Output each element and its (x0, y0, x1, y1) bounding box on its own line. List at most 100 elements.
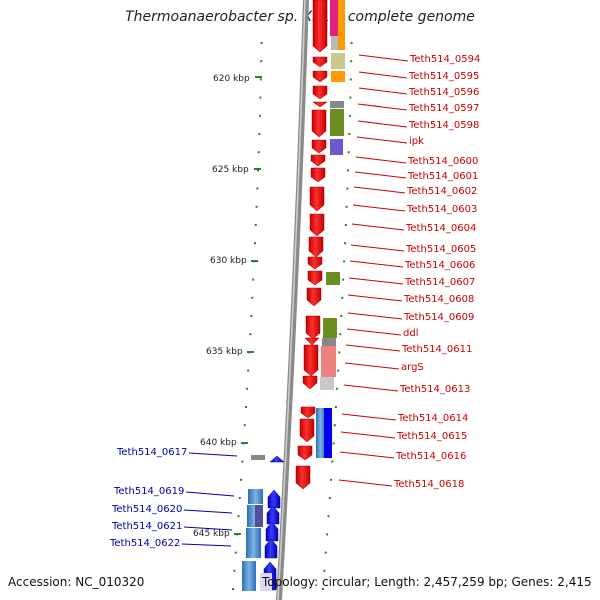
label-leader-line (185, 491, 235, 497)
tick-mark (258, 133, 261, 135)
tick-mark (260, 42, 263, 44)
label-leader-line (338, 479, 393, 487)
reverse-feature-blocks-right (316, 408, 332, 458)
tick-mark (323, 569, 326, 572)
tick-mark (330, 478, 333, 481)
tick-mark (341, 296, 344, 299)
forward-cds (311, 109, 327, 138)
forward-cds (309, 186, 325, 212)
forward-cds (308, 236, 324, 258)
gene-label: Teth514_0602 (406, 186, 477, 197)
tick-mark (254, 224, 257, 226)
tick-mark (247, 369, 250, 372)
tick-mark (344, 224, 347, 226)
tick-mark (256, 187, 259, 190)
label-leader-line (350, 244, 405, 252)
forward-cds (312, 56, 328, 68)
gene-label: Teth514_0604 (405, 223, 476, 234)
tick-mark (241, 460, 244, 463)
label-leader-line (357, 120, 408, 128)
tick-mark (328, 497, 331, 499)
label-leader-line (183, 526, 233, 531)
label-leader-line (355, 156, 407, 164)
gene-label: Teth514_0605 (405, 244, 476, 255)
tick-mark (251, 296, 254, 299)
gene-label: Teth514_0621 (111, 521, 182, 532)
tick-mark (243, 424, 246, 427)
label-leader-line (339, 451, 395, 459)
forward-cds (300, 406, 316, 419)
label-leader-line (351, 223, 405, 231)
tick-mark (233, 569, 236, 572)
right-gene-labels: Teth514_0594 Teth514_0595 Teth514_0596 Teth… (338, 54, 480, 490)
forward-feature-blocks (320, 0, 345, 390)
accession-text: Accession: NC_010320 (8, 575, 145, 589)
tick-mark (250, 315, 253, 317)
tick-mark (259, 96, 262, 99)
label-leader-line (341, 413, 397, 421)
gene-label: Teth514_0617 (116, 447, 187, 458)
forward-strand-genes (295, 0, 328, 490)
forward-cds (312, 101, 328, 108)
gene-label: Teth514_0616 (395, 451, 466, 462)
tick-mark (324, 551, 327, 554)
label-leader-line (354, 171, 407, 179)
tick-mark (340, 315, 343, 317)
forward-cds (310, 167, 326, 183)
gene-label: Teth514_0615 (396, 431, 467, 442)
label-leader-line (347, 294, 403, 302)
forward-cds (297, 445, 313, 461)
tick-mark (254, 242, 256, 245)
forward-cds (312, 70, 328, 83)
tick-mark (334, 406, 337, 408)
label-leader-line (358, 87, 408, 95)
forward-cds (307, 256, 323, 270)
tick-mark (327, 515, 330, 518)
forward-cds (299, 418, 315, 443)
tick-mark (342, 278, 345, 281)
reverse-cds (265, 521, 279, 542)
tick-mark (234, 551, 237, 554)
label-leader-line (181, 543, 232, 547)
tick-mark (238, 497, 241, 499)
tick-mark (232, 588, 234, 590)
genome-backbone (276, 0, 309, 600)
label-leader-line (358, 71, 408, 79)
scale-labels: 620 kbp 625 kbp 630 kbp 635 kbp 640 kbp … (193, 74, 250, 539)
tick-mark (348, 133, 351, 135)
gene-label: Teth514_0613 (399, 384, 470, 395)
label-leader-line (340, 431, 396, 439)
reverse-feature-blocks-left (242, 455, 272, 591)
gene-label: argS (401, 362, 424, 373)
tick-mark (331, 460, 334, 463)
tick-mark (345, 205, 348, 208)
forward-cds (309, 213, 325, 237)
label-leader-line (345, 344, 401, 352)
gene-label: Teth514_0609 (403, 312, 474, 323)
tick-mark (343, 260, 346, 263)
tick-mark (338, 351, 341, 354)
gene-label: Teth514_0595 (408, 71, 479, 82)
tick-mark (350, 42, 353, 44)
gene-label: Teth514_0594 (409, 54, 480, 65)
label-leader-line (348, 277, 404, 285)
tick-mark (337, 369, 340, 372)
gene-label: Teth514_0618 (393, 479, 464, 490)
gene-label: Teth514_0611 (401, 344, 472, 355)
gene-label: Teth514_0596 (408, 87, 479, 98)
label-leader-line (188, 452, 238, 457)
scale-label: 645 kbp (193, 529, 230, 539)
tick-mark (347, 151, 350, 154)
gene-label: ipk (409, 136, 424, 147)
gene-label: Teth514_0606 (404, 260, 475, 271)
gene-label: Teth514_0614 (397, 413, 468, 424)
gene-label: Teth514_0622 (109, 538, 180, 549)
forward-cds (310, 154, 326, 167)
scale-label-ticks (234, 76, 262, 535)
forward-cds (312, 0, 328, 53)
forward-cds (304, 337, 320, 346)
tick-mark (348, 114, 351, 117)
map-title: Thermoanaerobacter sp. X514, complete ge… (125, 9, 475, 25)
tick-mark (260, 60, 263, 63)
tick-mark (255, 205, 258, 208)
